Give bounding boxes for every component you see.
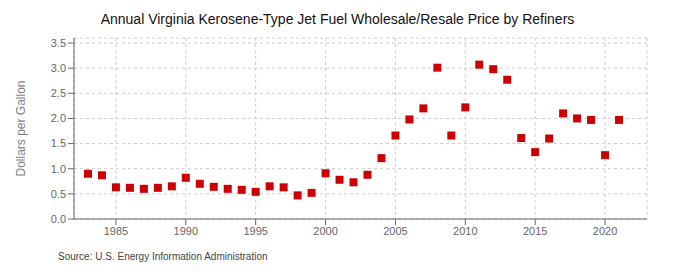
svg-text:0.5: 0.5 [51, 188, 66, 200]
svg-text:0.0: 0.0 [51, 213, 66, 225]
svg-text:2010: 2010 [453, 225, 477, 237]
svg-text:2020: 2020 [593, 225, 617, 237]
svg-text:1995: 1995 [243, 225, 267, 237]
svg-text:1.5: 1.5 [51, 137, 66, 149]
svg-text:1990: 1990 [174, 225, 198, 237]
svg-text:1.0: 1.0 [51, 163, 66, 175]
svg-text:2015: 2015 [523, 225, 547, 237]
svg-text:3.0: 3.0 [51, 62, 66, 74]
svg-text:2.0: 2.0 [51, 112, 66, 124]
svg-text:3.5: 3.5 [51, 37, 66, 49]
svg-text:1985: 1985 [104, 225, 128, 237]
svg-text:2005: 2005 [383, 225, 407, 237]
html-text:Annual Virginia Kerosene-Type: Annual Virginia Kerosene-Type Jet Fuel W… [100, 11, 575, 27]
svg-text:2.5: 2.5 [51, 87, 66, 99]
svg-text:Dollars per Gallon: Dollars per Gallon [14, 80, 28, 176]
html-text:Source: U.S. Energy Informatio: Source: U.S. Energy Information Administ… [58, 251, 268, 262]
svg-text:2000: 2000 [313, 225, 337, 237]
